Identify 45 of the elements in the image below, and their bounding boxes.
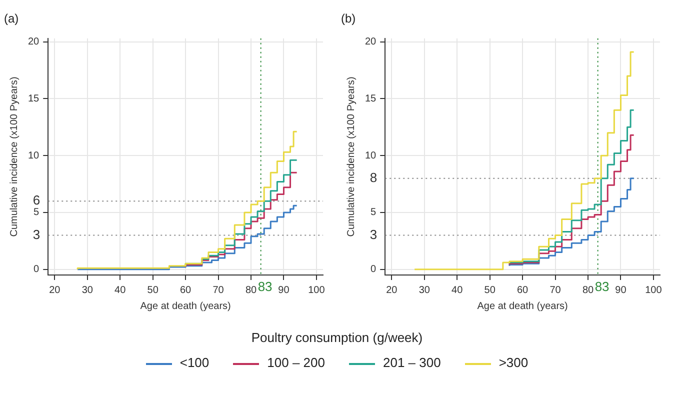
x-tick-label: 30: [418, 284, 430, 296]
x-tick-label: 20: [386, 284, 398, 296]
x-tick-label: 40: [452, 284, 464, 296]
x-tick-label: 20: [49, 284, 61, 296]
legend-label: 201 – 300: [383, 355, 441, 370]
y-axis-title: Cumulative incidence (x100 Pyears): [8, 76, 20, 237]
legend-title: Poultry consumption (g/week): [250, 330, 424, 345]
x-tick-label: 100: [645, 284, 662, 296]
ref-line-label: 83: [594, 279, 610, 294]
y-tick-label: 5: [370, 207, 377, 218]
x-axis-title: Age at death (years): [477, 300, 568, 312]
legend-label: 100 – 200: [267, 355, 325, 370]
x-tick-label: 100: [308, 284, 326, 296]
legend-label: <100: [180, 355, 210, 370]
y-tick-label: 10: [28, 150, 40, 162]
y-tick-label: 15: [28, 93, 40, 104]
ref-line-label: 6: [32, 192, 40, 208]
ref-line-label: 3: [370, 226, 378, 242]
chart-title: (b): [341, 12, 356, 26]
y-tick-label: 20: [28, 36, 40, 48]
y-tick-label: 5: [34, 207, 40, 218]
x-tick-label: 50: [484, 284, 496, 296]
x-tick-label: 80: [582, 284, 594, 296]
y-axis-title: Cumulative incidence (x100 Pyears): [346, 76, 357, 237]
ref-line-label: 83: [258, 279, 272, 294]
x-tick-label: 70: [550, 284, 562, 296]
x-tick-label: 70: [212, 284, 224, 296]
x-tick-label: 50: [147, 284, 159, 296]
y-tick-label: 15: [365, 93, 377, 104]
x-tick-label: 40: [114, 284, 126, 296]
x-tick-label: 30: [82, 284, 94, 296]
chart-title: (a): [4, 12, 19, 26]
x-tick-label: 60: [180, 284, 192, 296]
x-tick-label: 90: [278, 284, 290, 296]
legend-label: >300: [498, 355, 528, 370]
x-tick-label: 60: [517, 284, 529, 296]
x-tick-label: 90: [615, 284, 627, 296]
ref-line-label: 3: [32, 226, 40, 242]
ref-line-label: 8: [370, 170, 378, 185]
y-tick-label: 0: [370, 264, 377, 276]
y-tick-label: 20: [365, 36, 377, 48]
y-tick-label: 0: [34, 264, 40, 276]
x-tick-label: 80: [245, 284, 258, 296]
x-axis-title: Age at death (years): [140, 300, 231, 312]
y-tick-label: 10: [365, 150, 377, 162]
